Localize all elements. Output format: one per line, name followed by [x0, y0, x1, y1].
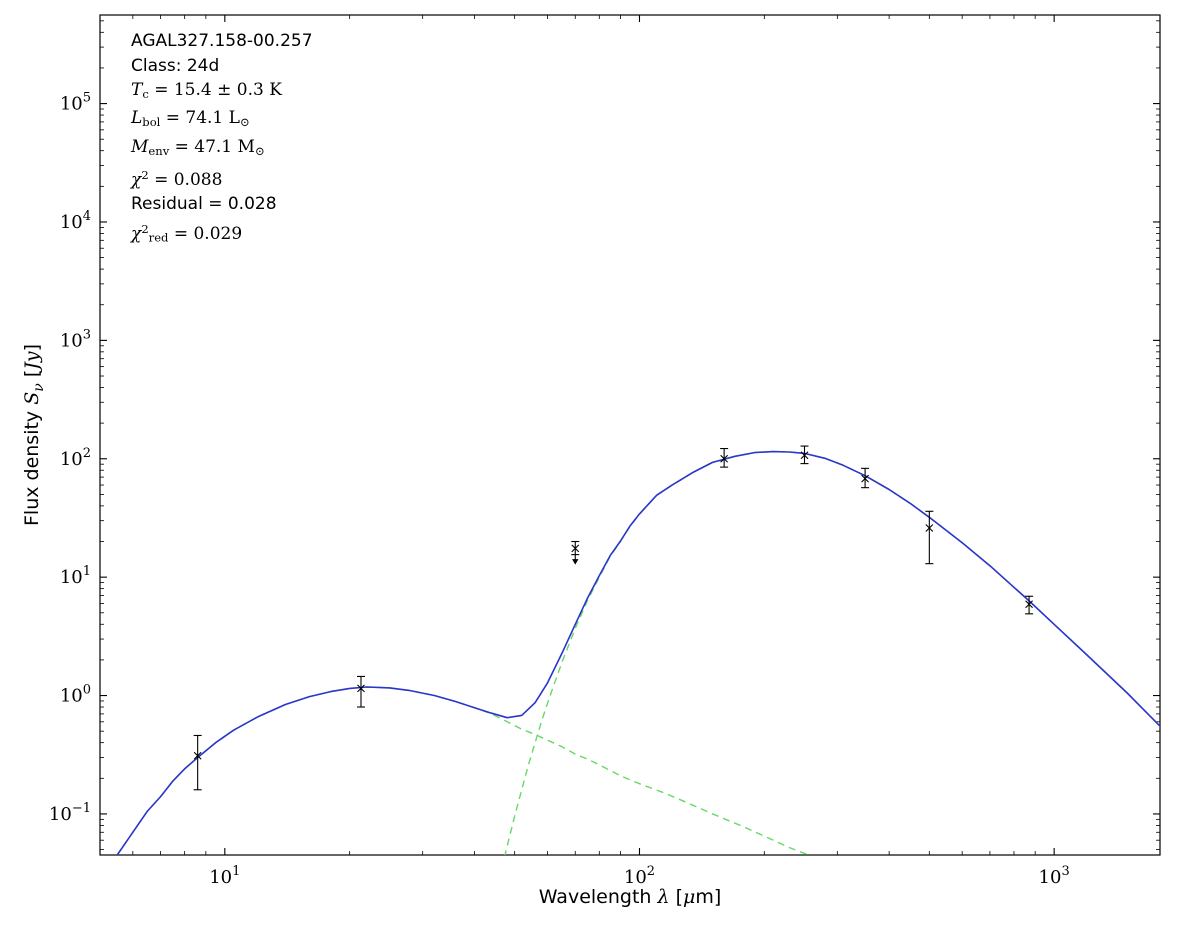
total-fit-curve: [116, 450, 1160, 855]
annotation-segment: c: [142, 86, 149, 101]
annotation-segment: M: [131, 136, 149, 157]
annotation-segment: χ: [131, 169, 142, 190]
data-point: [193, 734, 202, 791]
annotation-segment: red: [148, 230, 169, 245]
annotation-line: Class: 24d: [131, 54, 313, 79]
annotation-segment: Class: 24d: [131, 55, 220, 76]
annotation-segment: L: [131, 108, 143, 129]
annotation-line: Lbol = 74.1 L⊙: [131, 106, 313, 134]
data-point: [720, 447, 729, 468]
annotation-segment: ⊙: [254, 143, 265, 158]
y-axis-label: Flux density Sν [Jy]: [21, 344, 47, 526]
annotation-segment: env: [148, 143, 170, 158]
data-point: [925, 510, 934, 565]
annotation-line: χ2red = 0.029: [131, 217, 313, 250]
annotation-segment: = 0.029: [168, 223, 243, 244]
annotation-line: Tc = 15.4 ± 0.3 K: [131, 78, 313, 106]
annotation-segment: = 0.088: [148, 169, 223, 190]
y-tick-label: 105: [60, 91, 91, 115]
y-tick-label: 100: [60, 683, 91, 707]
annotation-line: χ2 = 0.088: [131, 163, 313, 192]
annotation-segment: ⊙: [239, 115, 250, 130]
annotation-segment: AGAL327.158-00.257: [131, 31, 313, 51]
annotation-block: AGAL327.158-00.257 Class: 24d Tc = 15.4 ± …: [131, 29, 313, 250]
annotation-segment: Residual = 0.028: [131, 194, 277, 215]
annotation-segment: = 74.1 L: [160, 108, 240, 129]
warm-component-curve: [116, 686, 811, 855]
cold-envelope-component-curve: [504, 450, 1160, 855]
data-point: [800, 445, 809, 465]
down-arrow-icon: [572, 559, 579, 565]
curves-layer: [116, 450, 1160, 855]
annotation-line: Menv = 47.1 M⊙: [131, 135, 313, 163]
x-tick-label: 102: [624, 864, 655, 888]
upper-limit-point: [571, 540, 580, 565]
data-point: [1025, 595, 1034, 615]
annotation-segment: 2: [141, 168, 149, 183]
x-tick-label: 103: [1039, 864, 1070, 888]
annotation-line: Residual = 0.028: [131, 192, 313, 217]
y-tick-label: 101: [60, 564, 91, 588]
y-tick-label: 104: [60, 209, 91, 233]
annotation-segment: bol: [142, 115, 161, 130]
x-tick-label: 101: [209, 864, 240, 888]
y-tick-label: 10−1: [49, 801, 91, 825]
axis-ticks: [99, 15, 1160, 855]
annotation-segment: = 15.4 ± 0.3 K: [148, 80, 282, 100]
annotation-segment: T: [131, 80, 143, 100]
annotation-line: AGAL327.158-00.257: [131, 29, 313, 54]
y-tick-label: 102: [60, 446, 91, 470]
data-point: [861, 467, 870, 489]
x-axis-label: Wavelength λ [μm]: [539, 886, 722, 908]
annotation-segment: = 47.1 M: [169, 136, 255, 157]
annotation-segment: 2: [141, 221, 149, 236]
data-point: [356, 675, 365, 708]
plot-frame: [99, 14, 1161, 856]
data-points-layer: [193, 445, 1034, 791]
y-tick-label: 103: [60, 327, 91, 351]
annotation-segment: χ: [131, 223, 142, 244]
